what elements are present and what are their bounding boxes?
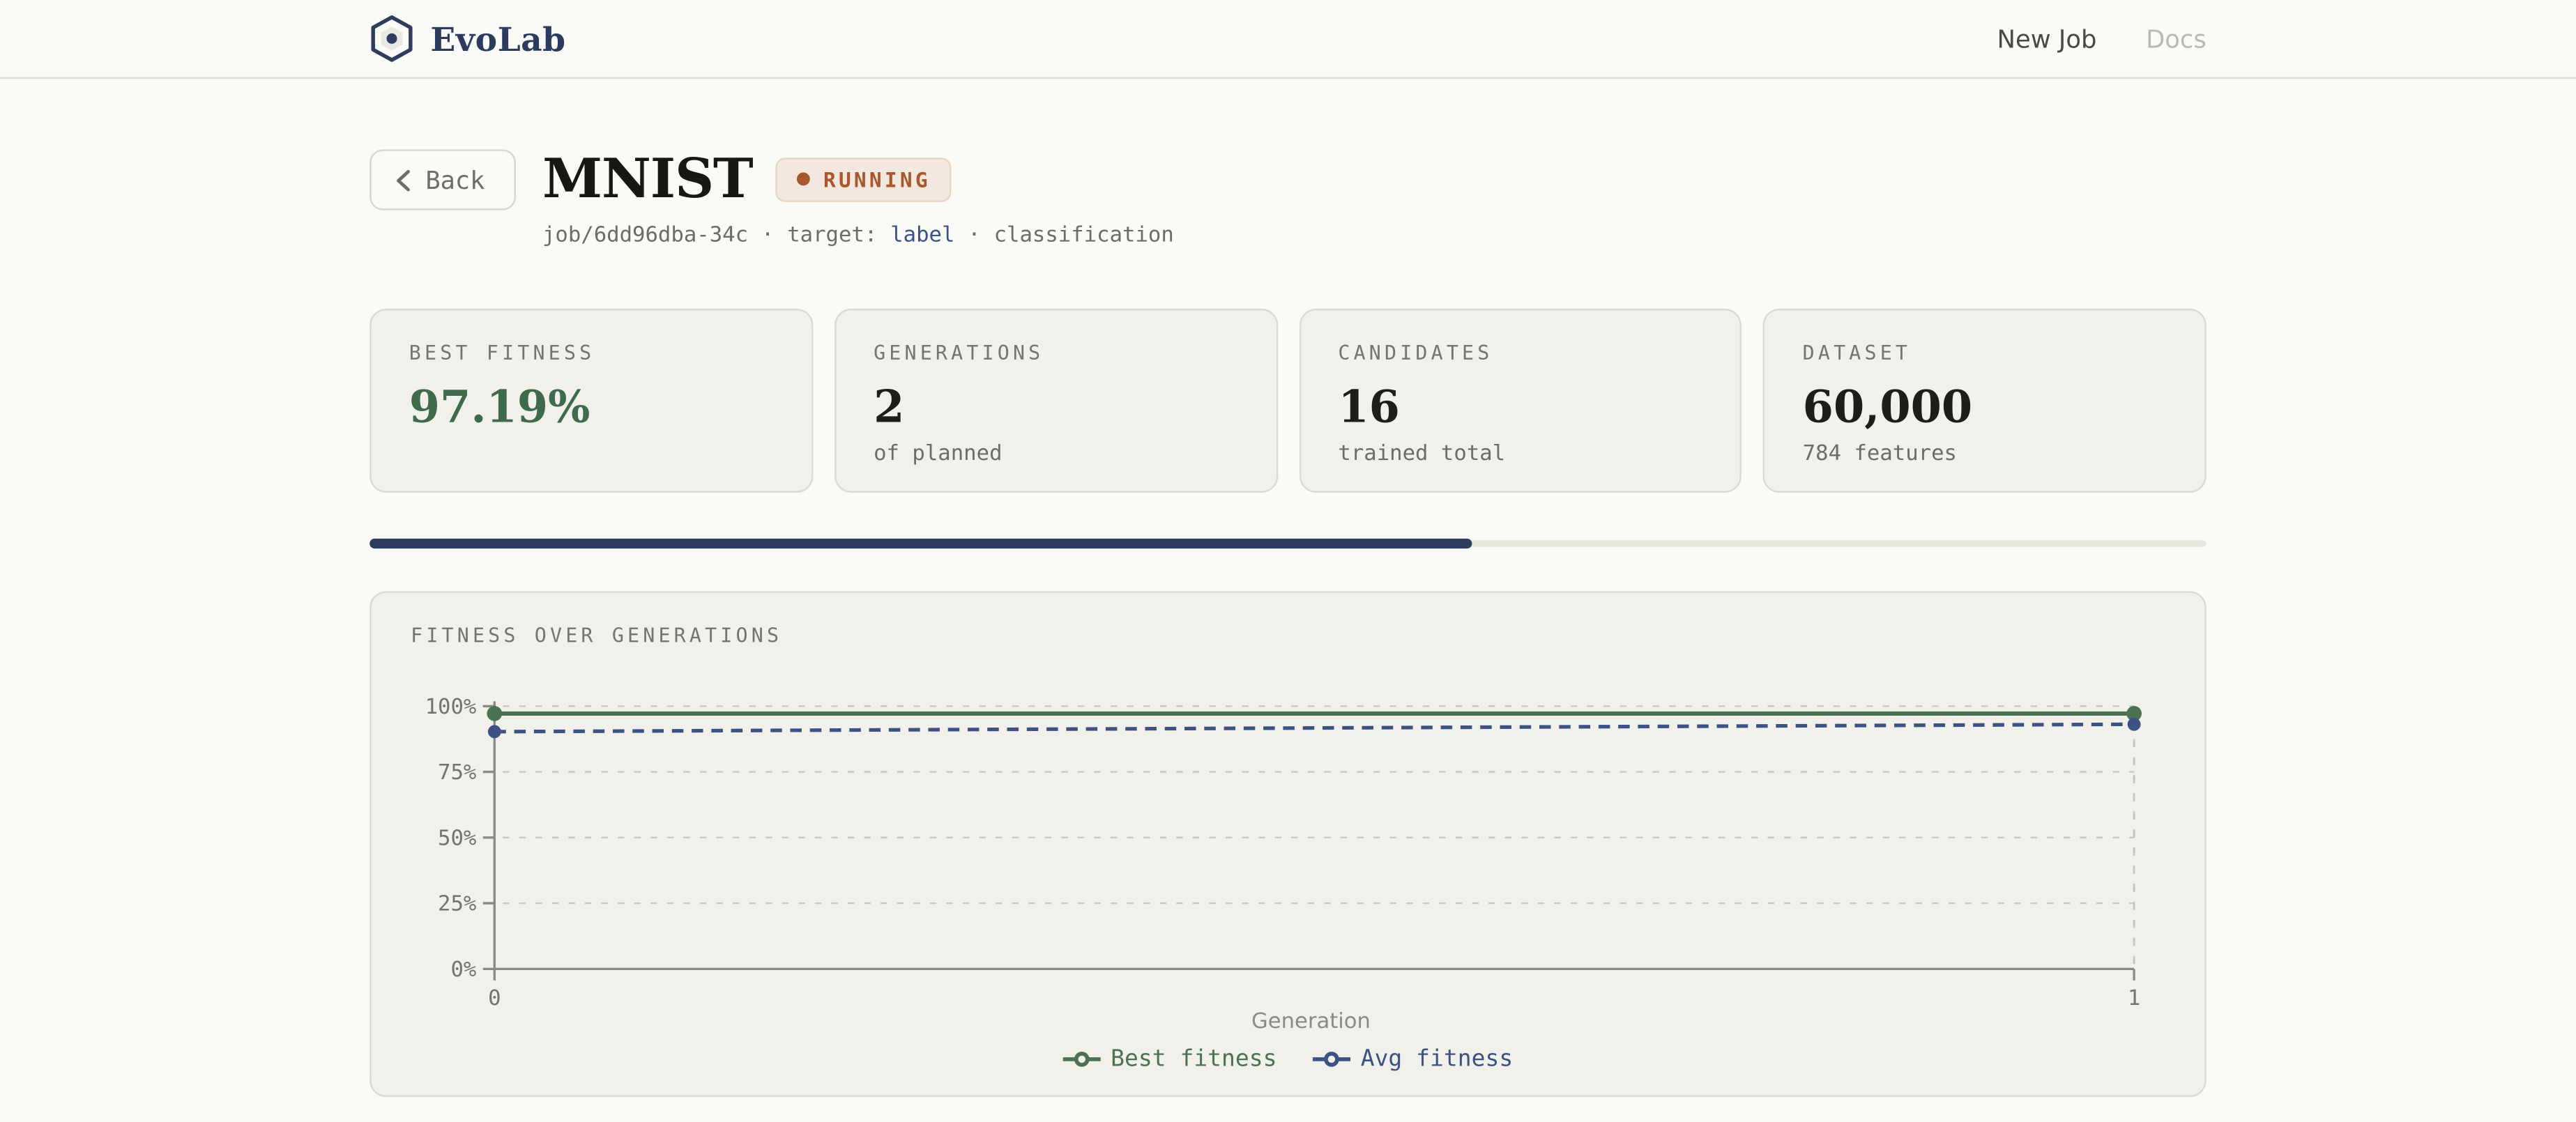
stat-value: 97.19% [409, 383, 590, 434]
stat-label: DATASET [1802, 341, 1912, 365]
stat-card-dataset: DATASET 60,000 784 features [1763, 309, 2207, 493]
svg-text:25%: 25% [438, 892, 476, 916]
status-dot-icon [797, 172, 811, 186]
meta-separator: · [761, 223, 775, 248]
stat-label: BEST FITNESS [409, 341, 595, 365]
page-title: MNIST [542, 146, 754, 210]
legend-marker-icon [1313, 1052, 1351, 1067]
svg-text:100%: 100% [425, 695, 477, 719]
job-header: Back MNIST RUNNING job/6dd96dba-34c · ta… [369, 146, 2207, 248]
stat-card-best-fitness: BEST FITNESS 97.19% [369, 309, 813, 493]
svg-text:0%: 0% [450, 958, 476, 982]
chart-panel: FITNESS OVER GENERATIONS 0% 25% 50% 75% 100%… [369, 591, 2207, 1098]
svg-text:1: 1 [2128, 986, 2140, 1008]
app-header: EvoLab New Job Docs [0, 0, 2576, 79]
legend-label: Best fitness [1111, 1046, 1277, 1073]
back-button-label: Back [425, 164, 485, 195]
chart-xlabel: Generation [1251, 1010, 1371, 1035]
target-value-link[interactable]: label [890, 223, 955, 248]
evolab-logo-icon [371, 15, 413, 62]
brand-name: EvoLab [430, 19, 566, 59]
stat-sub [409, 442, 774, 466]
stat-value: 2 [874, 383, 905, 434]
chevron-left-icon [397, 169, 410, 191]
stat-card-candidates: CANDIDATES 16 trained total [1298, 309, 1742, 493]
job-meta: job/6dd96dba-34c · target: label · class… [542, 223, 1174, 247]
stat-value: 16 [1338, 383, 1400, 434]
stats-row: BEST FITNESS 97.19% GENERATIONS 2 of pla… [369, 309, 2207, 493]
brand[interactable]: EvoLab [369, 15, 565, 62]
stat-sub: trained total [1338, 441, 1506, 467]
data-point [2126, 706, 2142, 721]
task-type: classification [993, 223, 1174, 248]
progress-fill [369, 538, 1472, 549]
legend-item: Avg fitness [1313, 1046, 1513, 1073]
svg-text:50%: 50% [438, 826, 476, 850]
nav-docs[interactable]: Docs [2146, 24, 2207, 54]
legend-item: Best fitness [1062, 1046, 1277, 1073]
job-id: job/6dd96dba-34c [542, 223, 749, 248]
target-label: target: [787, 223, 878, 248]
stat-sub: 784 features [1802, 441, 1958, 467]
main-content: Back MNIST RUNNING job/6dd96dba-34c · ta… [369, 79, 2207, 1098]
data-point [487, 725, 501, 739]
legend-label: Avg fitness [1360, 1046, 1514, 1073]
stat-value: 60,000 [1802, 383, 1973, 434]
svg-text:0: 0 [488, 986, 501, 1008]
svg-text:75%: 75% [438, 760, 476, 785]
fitness-chart: 0% 25% 50% 75% 100% 0 1 [425, 695, 2142, 1008]
title-block: MNIST RUNNING job/6dd96dba-34c · target:… [542, 146, 1174, 248]
chart-title: FITNESS OVER GENERATIONS [411, 624, 783, 647]
stat-sub: of planned [874, 441, 1003, 467]
main-nav: New Job Docs [1997, 24, 2207, 53]
legend-marker-icon [1062, 1052, 1102, 1067]
progress-bar [369, 538, 2207, 549]
stat-card-generations: GENERATIONS 2 of planned [834, 309, 1278, 493]
status-badge: RUNNING [775, 157, 952, 201]
stat-label: CANDIDATES [1338, 341, 1493, 365]
data-point [2127, 717, 2141, 731]
chart-legend: Best fitness Avg fitness [372, 1046, 2205, 1073]
stat-label: GENERATIONS [874, 341, 1044, 365]
back-button[interactable]: Back [369, 149, 517, 210]
status-badge-label: RUNNING [823, 167, 931, 192]
series-avg-fitness [494, 722, 2135, 734]
meta-separator: · [968, 223, 981, 248]
data-point [487, 706, 503, 721]
nav-new-job[interactable]: New Job [1997, 24, 2097, 54]
